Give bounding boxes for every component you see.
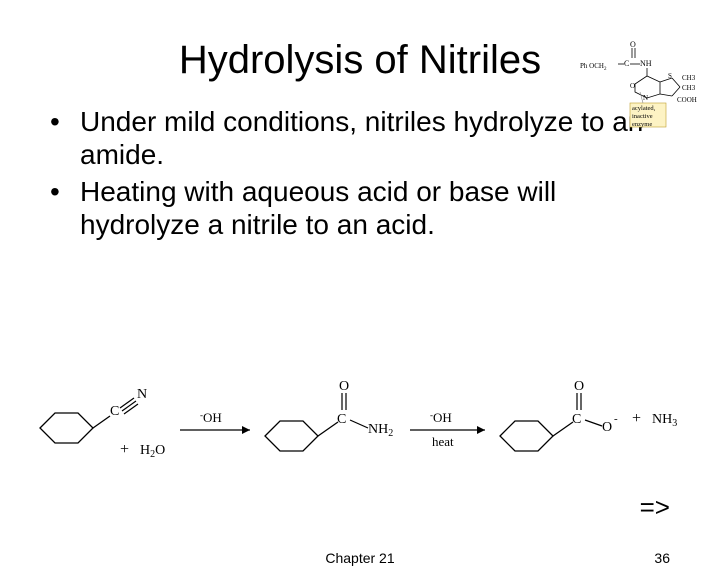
- carboxylate-o2: O: [602, 420, 612, 435]
- carboxylate-minus: -: [614, 413, 618, 425]
- amide-nh2: NH2: [368, 422, 393, 439]
- plus-2: +: [632, 410, 641, 427]
- ch3a-label: CH3: [682, 74, 696, 82]
- plus-1: +: [120, 441, 129, 458]
- footer-chapter: Chapter 21: [0, 550, 720, 566]
- amide-c: C: [337, 412, 346, 427]
- o-mid-label: O: [630, 82, 635, 90]
- oh-reagent-2: -OH: [430, 410, 452, 425]
- phoch2-label: Ph OCH2: [580, 62, 607, 72]
- nh3: NH3: [652, 412, 677, 429]
- bullet-item: • Heating with aqueous acid or base will…: [44, 175, 676, 241]
- cooh-label: COOH: [677, 96, 697, 104]
- reaction-scheme: C N + H2O -OH C O NH2: [20, 368, 700, 488]
- box-line1: acylated,: [632, 105, 656, 112]
- ch3b-label: CH3: [682, 84, 696, 92]
- water: H2O: [140, 443, 165, 460]
- box-line2: inactive: [632, 113, 653, 120]
- carboxylate-o1: O: [574, 379, 584, 394]
- bullet-text: Heating with aqueous acid or base will h…: [80, 175, 676, 241]
- slide: O Ph OCH2 C NH N S O CH3 CH3 COOH: [0, 38, 720, 578]
- heat-label: heat: [432, 434, 454, 449]
- box-line3: enzyme: [632, 121, 652, 128]
- nitrile-c: C: [110, 404, 119, 419]
- s-ring-label: S: [668, 72, 672, 80]
- bullet-marker: •: [44, 175, 80, 241]
- bullet-marker: •: [44, 105, 80, 171]
- nh-label: NH: [640, 59, 652, 68]
- n-ring-label: N: [643, 94, 648, 102]
- carboxylate-c: C: [572, 412, 581, 427]
- c-label: C: [624, 59, 629, 68]
- corner-structure: O Ph OCH2 C NH N S O CH3 CH3 COOH: [580, 40, 710, 130]
- nitrile-n: N: [137, 387, 147, 402]
- oh-reagent-1: -OH: [200, 410, 222, 425]
- footer-page-number: 36: [654, 550, 670, 566]
- o-label: O: [630, 40, 636, 49]
- amide-o: O: [339, 379, 349, 394]
- continuation-arrow: =>: [640, 492, 670, 523]
